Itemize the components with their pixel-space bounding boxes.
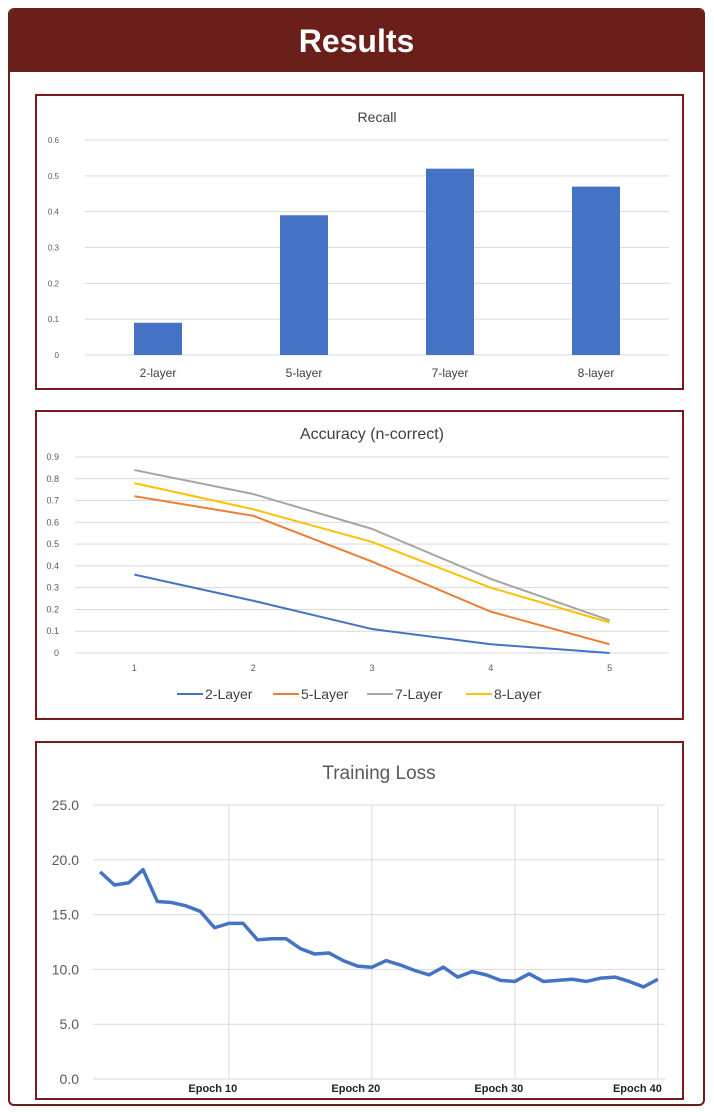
y-tick-label: 0.5: [46, 539, 59, 549]
x-tick-label: 5-layer: [286, 366, 323, 380]
y-tick-label: 0: [55, 351, 60, 360]
y-tick-label: 0.1: [46, 626, 59, 636]
y-tick-label: 0: [54, 648, 59, 658]
series-line: [134, 482, 610, 624]
y-tick-label: 5.0: [60, 1016, 80, 1032]
y-tick-label: 0.3: [46, 583, 59, 593]
y-tick-label: 25.0: [52, 797, 79, 813]
bar: [572, 186, 620, 355]
y-tick-label: 0.9: [46, 452, 59, 462]
results-header: Results: [10, 10, 703, 72]
chart-title: Accuracy (n-correct): [300, 426, 444, 443]
y-tick-label: 0.2: [48, 279, 60, 288]
bar: [134, 322, 182, 355]
bar: [280, 215, 328, 355]
header-divider: [10, 72, 703, 75]
x-tick-label: Epoch 40: [613, 1083, 662, 1095]
training-loss-chart: Training Loss 0.0 5.0 10.0 15.0 20.0 25.0 Epoch…: [52, 763, 665, 1095]
results-poster: Results Recall 0 0.1 0.2 0.3 0.4 0.5 0.6 2-layer…: [8, 8, 705, 1106]
series-line: [134, 573, 610, 654]
series-line: [134, 469, 610, 622]
x-tick-label: 3: [369, 663, 374, 673]
series-line: [134, 495, 610, 646]
accuracy-panel: Accuracy (n-correct) 0 0.1 0.2 0.3 0.4 0.5 0.6 0…: [35, 410, 684, 720]
chart-title: Recall: [358, 109, 397, 125]
legend-label: 5-Layer: [301, 686, 349, 702]
y-tick-label: 0.0: [60, 1071, 80, 1087]
loss-line: [98, 867, 659, 989]
y-tick-label: 15.0: [52, 907, 79, 923]
x-tick-label: 2-layer: [140, 366, 177, 380]
x-tick-label: 1: [132, 663, 137, 673]
accuracy-chart: Accuracy (n-correct) 0 0.1 0.2 0.3 0.4 0.5 0.6 0…: [46, 426, 669, 702]
recall-chart: Recall 0 0.1 0.2 0.3 0.4 0.5 0.6 2-layer 5-layer 7…: [48, 109, 669, 380]
legend-label: 7-Layer: [395, 686, 443, 702]
y-tick-label: 0.6: [48, 136, 60, 145]
x-tick-label: 7-layer: [432, 366, 469, 380]
bar: [426, 168, 474, 355]
legend-label: 2-Layer: [205, 686, 253, 702]
y-tick-label: 0.2: [46, 604, 59, 614]
x-tick-label: Epoch 10: [188, 1083, 237, 1095]
y-tick-label: 10.0: [52, 961, 79, 977]
x-tick-label: Epoch 30: [474, 1083, 523, 1095]
x-tick-label: 5: [607, 663, 612, 673]
x-tick-label: 2: [251, 663, 256, 673]
header-title: Results: [298, 22, 415, 59]
recall-panel: Recall 0 0.1 0.2 0.3 0.4 0.5 0.6 2-layer 5-layer 7…: [35, 94, 684, 390]
y-tick-label: 0.1: [48, 315, 60, 324]
chart-title: Training Loss: [322, 763, 435, 784]
y-tick-label: 0.5: [48, 172, 60, 181]
y-tick-label: 0.6: [46, 517, 59, 527]
y-tick-label: 20.0: [52, 852, 79, 868]
x-tick-label: 4: [488, 663, 493, 673]
y-tick-label: 0.4: [48, 208, 60, 217]
legend-label: 8-Layer: [494, 686, 542, 702]
y-tick-label: 0.7: [46, 496, 59, 506]
y-tick-label: 0.8: [46, 474, 59, 484]
training-loss-panel: Training Loss 0.0 5.0 10.0 15.0 20.0 25.0 Epoch…: [35, 741, 684, 1100]
y-tick-label: 0.3: [48, 244, 60, 253]
x-tick-label: Epoch 20: [331, 1083, 380, 1095]
x-tick-label: 8-layer: [578, 366, 615, 380]
y-tick-label: 0.4: [46, 561, 59, 571]
